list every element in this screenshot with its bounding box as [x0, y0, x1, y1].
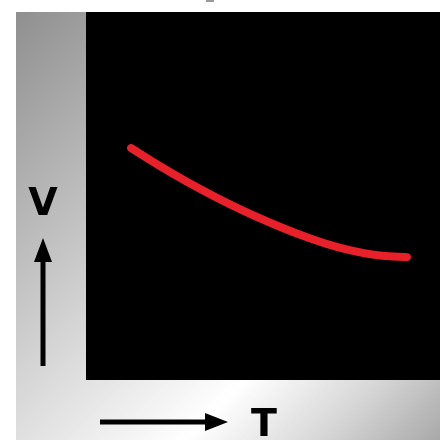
- y-axis-arrow: [34, 238, 52, 366]
- y-axis-label: V: [28, 180, 58, 224]
- series-layer: [127, 144, 411, 262]
- top-edge-mark: [206, 0, 214, 2]
- x-axis-label: T: [251, 401, 277, 440]
- series-line-0: [127, 144, 411, 262]
- plot-area: [86, 12, 440, 380]
- x-axis-arrow: [100, 413, 228, 431]
